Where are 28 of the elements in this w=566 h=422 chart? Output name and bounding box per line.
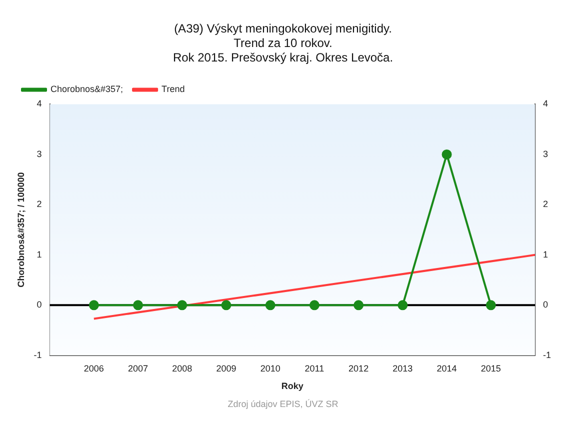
y-tick-label: -1 [34, 350, 42, 360]
x-tick-label: 2010 [260, 363, 280, 374]
y2-tick-label: 1 [543, 249, 548, 260]
y-axis-title: Chorobnos&#357; / 100000 [16, 172, 26, 288]
x-axis-title: Roky [281, 381, 304, 392]
x-tick-label: 2011 [304, 363, 324, 374]
x-tick-label: 2012 [348, 363, 369, 374]
x-tick-label: 2009 [216, 363, 236, 374]
y-tick-label: 4 [36, 98, 42, 109]
x-tick-label: 2014 [436, 363, 457, 374]
y-tick-label: 1 [36, 249, 42, 260]
x-tick-label: 2015 [480, 363, 501, 374]
y2-tick-label: 4 [543, 98, 548, 109]
x-tick-label: 2008 [172, 363, 192, 374]
legend-label: Trend [162, 84, 185, 94]
y2-tick-label: 0 [543, 300, 548, 310]
y2-tick-label: -1 [543, 350, 552, 360]
x-tick-label: 2006 [84, 363, 104, 374]
legend-label: Chorobnos&#357; [50, 84, 124, 94]
x-tick-label: 2007 [128, 363, 148, 374]
y-tick-label: 0 [36, 300, 42, 310]
y2-tick-label: 2 [543, 199, 548, 210]
y-tick-label: 3 [36, 148, 42, 159]
chart-title: (A39) Výskyt meningokokovej menigitidy. Trend za 10 rokov. Rok 2015. Prešovský kraj. Okres Levoča. [172, 22, 394, 64]
x-tick-label: 2013 [392, 363, 413, 374]
y2-tick-label: 3 [543, 148, 548, 159]
text: Zdroj údajov EPIS, ÚVZ SR [226, 398, 340, 410]
y-tick-label: 2 [36, 199, 42, 210]
